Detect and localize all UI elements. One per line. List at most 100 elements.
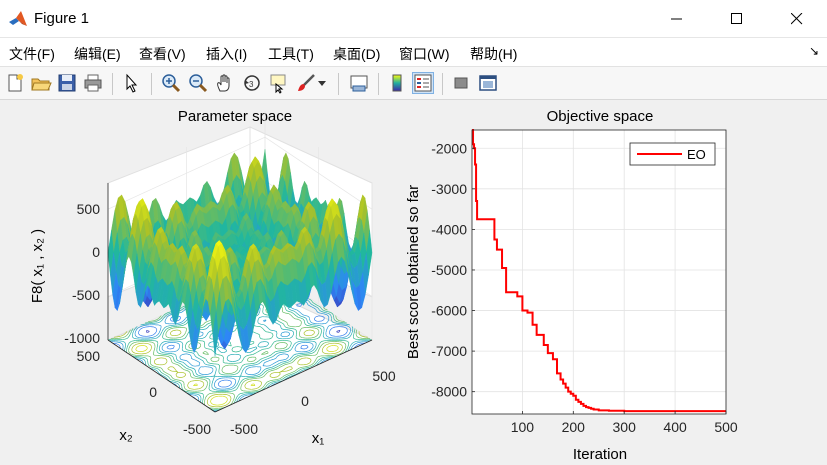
contour-segment	[168, 314, 172, 317]
contour-segment	[254, 389, 258, 392]
contour-segment	[229, 342, 232, 345]
contour-segment	[229, 341, 231, 343]
contour-segment	[327, 315, 329, 317]
contour-segment	[344, 346, 347, 349]
contour-segment	[323, 341, 327, 344]
contour-segment	[258, 311, 261, 314]
contour-segment	[328, 324, 333, 327]
contour-segment	[188, 371, 191, 374]
contour-segment	[323, 337, 326, 339]
colorbar-icon[interactable]	[386, 72, 408, 94]
contour-segment	[136, 336, 140, 339]
contour-segment	[258, 359, 261, 362]
contour-segment	[310, 303, 313, 306]
close-button[interactable]	[774, 0, 820, 38]
hide-plot-tools-icon[interactable]	[450, 72, 472, 94]
contour-segment	[174, 353, 177, 356]
surface-plot[interactable]: Parameter space 500 0 -500 -1000 500 0 -…	[0, 100, 400, 465]
menu-help[interactable]: 帮助(H)	[470, 46, 518, 62]
contour-segment	[150, 320, 155, 322]
contour-segment	[279, 361, 282, 364]
contour-segment	[314, 303, 317, 306]
link-plot-icon[interactable]	[348, 72, 370, 94]
menu-view[interactable]: 查看(V)	[139, 46, 186, 62]
contour-segment	[166, 345, 170, 348]
contour-segment	[315, 356, 319, 359]
contour-segment	[244, 394, 248, 397]
contour-segment	[193, 353, 195, 356]
toolbar-separator	[442, 73, 443, 95]
menu-insert[interactable]: 插入(I)	[206, 46, 248, 62]
contour-segment	[276, 342, 280, 345]
contour-segment	[132, 346, 134, 348]
contour-segment	[218, 385, 222, 388]
contour-segment	[245, 393, 250, 395]
dock-arrow-icon[interactable]: ↘	[808, 44, 819, 58]
contour-segment	[313, 307, 316, 310]
contour-segment	[175, 375, 178, 378]
brush-icon[interactable]	[295, 72, 317, 94]
menu-file[interactable]: 文件(F)	[9, 46, 55, 62]
new-figure-icon[interactable]	[4, 72, 26, 94]
minimize-button[interactable]	[654, 0, 700, 38]
contour-segment	[233, 364, 237, 367]
contour-segment	[296, 343, 299, 346]
contour-segment	[240, 375, 244, 377]
contour-segment	[305, 329, 309, 332]
contour-segment	[239, 349, 242, 352]
contour-segment	[155, 337, 158, 339]
contour-segment	[245, 373, 249, 375]
contour-segment	[286, 366, 289, 369]
contour-segment	[268, 381, 272, 384]
contour-segment	[181, 388, 184, 391]
contour-segment	[176, 334, 180, 336]
show-plot-tools-icon[interactable]	[477, 72, 499, 94]
contour-segment	[238, 357, 241, 361]
contour-segment	[308, 349, 312, 352]
contour-segment	[217, 348, 219, 351]
menu-edit[interactable]: 编辑(E)	[74, 46, 121, 62]
menu-window[interactable]: 窗口(W)	[399, 46, 450, 62]
pan-hand-icon[interactable]	[214, 72, 236, 94]
contour-segment	[235, 328, 237, 331]
contour-segment	[234, 382, 236, 385]
contour-segment	[266, 341, 269, 344]
contour-segment	[149, 362, 152, 365]
contour-segment	[314, 335, 318, 338]
contour-segment	[237, 398, 239, 400]
print-icon[interactable]	[82, 72, 104, 94]
brush-dropdown-icon[interactable]	[318, 81, 326, 87]
contour-segment	[299, 366, 303, 369]
contour-segment	[202, 356, 205, 359]
contour-segment	[297, 363, 301, 366]
maximize-button[interactable]	[714, 0, 760, 38]
contour-segment	[166, 330, 168, 333]
contour-segment	[183, 327, 187, 329]
contour-segment	[231, 385, 234, 388]
contour-segment	[200, 326, 204, 329]
contour-segment	[287, 355, 289, 358]
legend-toggle[interactable]	[412, 72, 434, 94]
contour-segment	[133, 341, 138, 344]
open-file-icon[interactable]	[30, 72, 52, 94]
contour-segment	[185, 389, 188, 391]
rotate-3d-icon[interactable]: 3	[241, 72, 263, 94]
contour-segment	[310, 342, 312, 344]
contour-segment	[158, 368, 161, 371]
contour-segment	[213, 373, 216, 377]
contour-segment	[260, 326, 263, 329]
contour-segment	[185, 390, 189, 393]
contour-segment	[293, 313, 296, 315]
contour-segment	[283, 367, 287, 370]
pointer-icon[interactable]	[120, 72, 142, 94]
contour-segment	[174, 367, 176, 370]
contour-segment	[247, 357, 250, 359]
contour-segment	[205, 327, 209, 330]
save-icon[interactable]	[56, 72, 78, 94]
menu-desktop[interactable]: 桌面(D)	[333, 46, 381, 62]
zoom-in-icon[interactable]	[160, 72, 182, 94]
menu-tools[interactable]: 工具(T)	[268, 46, 314, 62]
contour-segment	[146, 346, 148, 349]
data-cursor-icon[interactable]	[268, 72, 290, 94]
zoom-out-icon[interactable]	[187, 72, 209, 94]
